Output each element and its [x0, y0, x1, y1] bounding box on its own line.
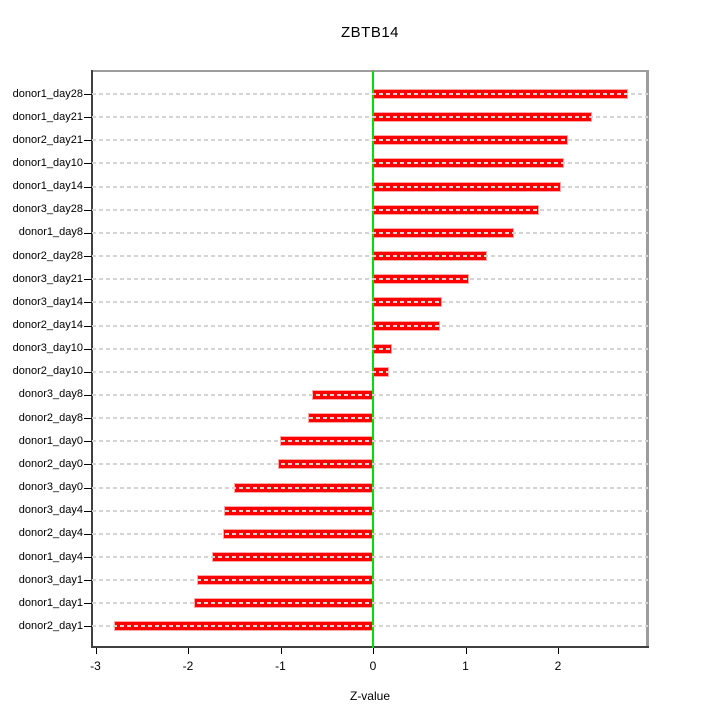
y-axis-label: donor3_day1: [18, 573, 83, 586]
x-tick: [373, 648, 374, 654]
y-axis-label: donor3_day0: [18, 481, 83, 494]
gridline: [92, 532, 648, 535]
gridline: [92, 509, 648, 512]
plot-border-top: [91, 70, 649, 72]
y-tick: [84, 348, 92, 350]
y-axis-label: donor3_day10: [12, 342, 83, 355]
x-tick-label: 2: [554, 659, 562, 673]
gridline: [92, 417, 648, 420]
y-tick: [84, 557, 92, 558]
x-tick-label: 1: [462, 659, 469, 673]
plot-border-right: [646, 70, 649, 648]
y-axis-label: donor3_day28: [12, 203, 83, 216]
y-axis-label: donor3_day21: [12, 272, 83, 285]
y-axis-label: donor1_day1: [18, 596, 83, 609]
x-tick: [558, 648, 559, 654]
y-axis-line: [91, 70, 93, 648]
gridline: [92, 556, 648, 558]
y-axis-label: donor1_day0: [18, 434, 83, 447]
zero-reference-line: [372, 71, 374, 648]
y-axis-label: donor1_day4: [18, 550, 83, 563]
y-tick: [84, 186, 92, 188]
gridline: [92, 393, 648, 396]
y-tick: [84, 163, 92, 165]
x-tick: [280, 648, 282, 654]
y-tick: [84, 117, 92, 119]
x-axis-title: Z-value: [349, 689, 390, 703]
y-tick: [84, 371, 92, 373]
y-tick: [84, 626, 92, 628]
chart-title: ZBTB14: [340, 24, 400, 41]
x-tick-label: -2: [182, 659, 194, 673]
x-axis-line: [91, 646, 649, 648]
x-tick: [465, 648, 467, 654]
y-tick: [84, 510, 92, 512]
y-tick: [84, 464, 92, 466]
y-axis-label: donor2_day28: [12, 249, 83, 262]
y-tick: [84, 140, 92, 142]
y-tick: [84, 487, 92, 489]
x-tick-label: 0: [369, 659, 377, 673]
gridline: [92, 625, 648, 628]
gridline: [92, 486, 648, 489]
y-tick: [84, 580, 92, 582]
y-tick: [84, 232, 92, 234]
y-tick: [84, 418, 92, 420]
y-axis-label: donor2_day21: [12, 133, 83, 146]
gridline: [92, 139, 648, 142]
y-axis-label: donor1_day14: [12, 180, 83, 193]
y-tick: [84, 533, 92, 535]
y-axis-label: donor3_day4: [18, 504, 83, 517]
y-axis-label: donor2_day4: [18, 527, 83, 540]
gridline: [92, 208, 648, 211]
y-axis-label: donor2_day14: [12, 319, 83, 331]
gridline: [92, 231, 648, 234]
gridline: [92, 93, 648, 95]
gridline: [92, 602, 648, 605]
y-axis-label: donor2_day0: [18, 457, 83, 470]
plot-area: [92, 71, 648, 648]
gridline: [92, 162, 648, 165]
y-tick: [84, 603, 92, 605]
y-tick: [84, 209, 92, 211]
gridline: [92, 370, 648, 373]
y-axis-label: donor1_day21: [12, 110, 83, 123]
gridline: [92, 116, 648, 119]
gridline: [92, 579, 648, 582]
y-tick: [84, 394, 92, 396]
x-tick-label: -3: [90, 659, 101, 673]
y-axis-label: donor2_day10: [12, 365, 83, 378]
x-tick-label: -1: [275, 659, 286, 673]
x-tick: [95, 648, 97, 654]
gridline: [92, 278, 648, 281]
y-axis-label: donor1_day8: [18, 226, 83, 239]
y-tick: [84, 325, 92, 327]
y-tick: [84, 302, 92, 304]
gridline: [92, 347, 648, 350]
gridline: [92, 185, 648, 188]
y-axis-label: donor3_day14: [12, 295, 83, 308]
y-axis-label: donor2_day1: [18, 619, 83, 632]
gridline: [92, 255, 648, 258]
y-axis-label: donor2_day8: [18, 411, 83, 424]
gridline: [92, 324, 648, 327]
gridline: [92, 463, 648, 466]
y-axis-label: donor1_day10: [12, 156, 83, 169]
y-tick: [84, 94, 92, 95]
y-tick: [84, 256, 92, 258]
y-axis-label: donor1_day28: [12, 87, 83, 100]
y-axis-label: donor3_day8: [18, 388, 83, 401]
x-tick: [188, 648, 189, 654]
y-tick: [84, 279, 92, 281]
gridline: [92, 440, 648, 443]
gridline: [92, 301, 648, 304]
y-tick: [84, 441, 92, 443]
